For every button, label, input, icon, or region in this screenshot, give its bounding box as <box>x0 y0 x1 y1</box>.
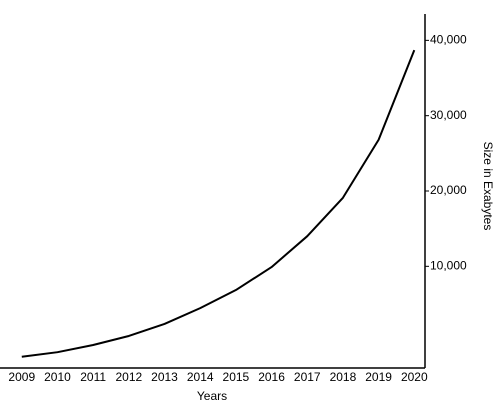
y-tick-label: 20,000 <box>430 183 467 197</box>
y-tick-label: 10,000 <box>430 258 467 272</box>
x-tick-label: 2020 <box>401 370 428 384</box>
x-axis-label: Years <box>197 389 227 403</box>
y-tick-label: 30,000 <box>430 108 467 122</box>
x-tick-label: 2012 <box>115 370 142 384</box>
x-tick-label: 2016 <box>258 370 285 384</box>
x-tick-label: 2018 <box>330 370 357 384</box>
y-axis-label: Size in Exabytes <box>481 142 495 231</box>
line <box>21 49 416 358</box>
x-tick-label: 2019 <box>365 370 392 384</box>
x-tick-label: 2010 <box>44 370 71 384</box>
y-tick-label: 40,000 <box>430 33 467 47</box>
x-tick-label: 2017 <box>294 370 321 384</box>
x-tick-label: 2011 <box>80 370 106 384</box>
x-tick-label: 2015 <box>223 370 250 384</box>
x-tick-label: 2013 <box>151 370 178 384</box>
x-tick-label: 2009 <box>8 370 35 384</box>
x-tick-label: 2014 <box>187 370 214 384</box>
